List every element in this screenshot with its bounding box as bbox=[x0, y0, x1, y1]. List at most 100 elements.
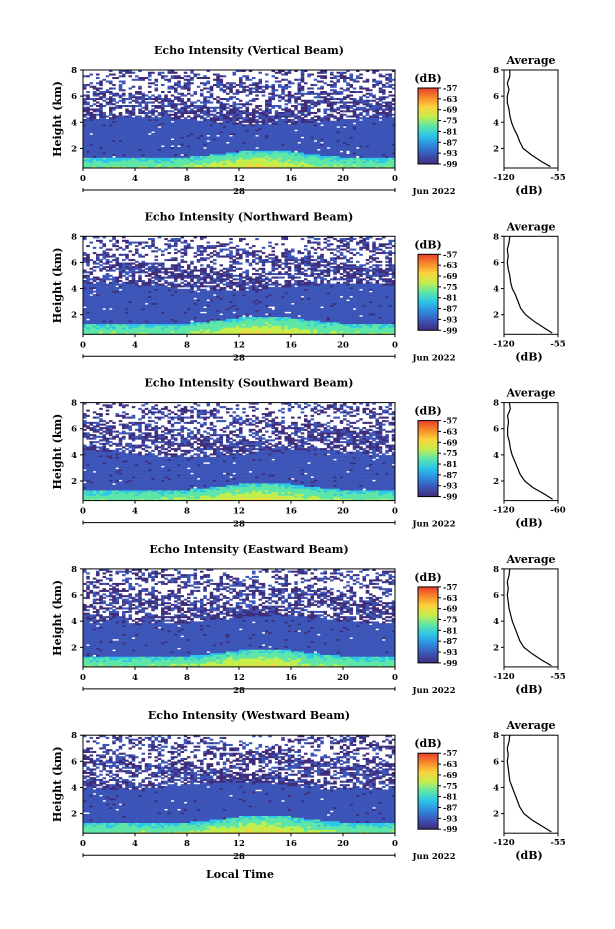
heatmap-cell bbox=[83, 107, 87, 109]
heatmap-cell bbox=[369, 152, 373, 154]
heatmap-cell bbox=[281, 161, 285, 163]
heatmap-cell bbox=[83, 149, 87, 151]
heatmap-cell bbox=[363, 131, 367, 133]
heatmap-cell bbox=[168, 98, 172, 100]
heatmap-cell bbox=[389, 159, 393, 161]
heatmap-cell bbox=[272, 93, 276, 95]
heatmap-cell bbox=[327, 102, 331, 104]
heatmap-cell bbox=[155, 88, 159, 90]
heatmap-cell bbox=[353, 322, 357, 324]
heatmap-cell bbox=[353, 138, 357, 140]
average-title: Average bbox=[505, 54, 555, 67]
heatmap-cell bbox=[333, 131, 337, 133]
heatmap-cell bbox=[93, 103, 97, 105]
heatmap-cell bbox=[298, 130, 302, 132]
heatmap-cell bbox=[298, 82, 302, 84]
heatmap-cell bbox=[275, 317, 279, 319]
heatmap-cell bbox=[343, 319, 347, 321]
heatmap-cell bbox=[356, 161, 360, 163]
heatmap-cells bbox=[83, 70, 395, 168]
heatmap-cell bbox=[103, 329, 107, 331]
heatmap-cell bbox=[268, 119, 272, 121]
heatmap-cell bbox=[112, 124, 116, 126]
heatmap-cell bbox=[135, 142, 139, 144]
heatmap-cell bbox=[158, 158, 162, 160]
heatmap-cell bbox=[181, 98, 185, 100]
heatmap-cell bbox=[294, 137, 298, 139]
heatmap-cell bbox=[142, 96, 146, 98]
heatmap-cell bbox=[177, 117, 181, 119]
heatmap-cell bbox=[161, 152, 165, 154]
heatmap-cell bbox=[239, 137, 243, 139]
heatmap-cell bbox=[207, 327, 211, 329]
heatmap-cell bbox=[389, 105, 393, 107]
heatmap-cell bbox=[223, 319, 227, 321]
heatmap-cell bbox=[262, 114, 266, 116]
heatmap-cell bbox=[122, 98, 126, 100]
heatmap-cell bbox=[116, 152, 120, 154]
heatmap-cell bbox=[317, 117, 321, 119]
heatmap-cell bbox=[99, 151, 103, 153]
heatmap-cell bbox=[285, 110, 289, 112]
heatmap-cell bbox=[356, 135, 360, 137]
heatmap-cell bbox=[220, 319, 224, 321]
heatmap-cell bbox=[376, 109, 380, 111]
heatmap-cell bbox=[148, 145, 152, 147]
heatmap-cell bbox=[252, 84, 256, 86]
heatmap-cell bbox=[369, 326, 373, 328]
heatmap-cell bbox=[246, 331, 250, 333]
heatmap-cell bbox=[291, 114, 295, 116]
heatmap-cell bbox=[200, 93, 204, 95]
heatmap-cell bbox=[265, 128, 269, 130]
heatmap-cell bbox=[200, 102, 204, 104]
heatmap-cell bbox=[333, 77, 337, 79]
heatmap-cell bbox=[171, 123, 175, 125]
heatmap-cell bbox=[236, 319, 240, 321]
heatmap-cell bbox=[262, 135, 266, 137]
heatmap-cell bbox=[171, 154, 175, 156]
heatmap-cell bbox=[255, 124, 259, 126]
heatmap-cell bbox=[301, 163, 305, 165]
heatmap-cell bbox=[330, 156, 334, 158]
heatmap-cell bbox=[223, 117, 227, 119]
heatmap-cell bbox=[379, 81, 383, 83]
heatmap-cell bbox=[138, 131, 142, 133]
heatmap-cell bbox=[340, 137, 344, 139]
heatmap-cell bbox=[197, 317, 201, 319]
heatmap-cell bbox=[301, 103, 305, 105]
heatmap-cell bbox=[317, 326, 321, 328]
heatmap-cell bbox=[363, 126, 367, 128]
heatmap-cell bbox=[203, 159, 207, 161]
heatmap-cell bbox=[83, 156, 87, 158]
heatmap-cell bbox=[333, 161, 337, 163]
heatmap-cell bbox=[340, 105, 344, 107]
heatmap-cell bbox=[168, 131, 172, 133]
heatmap-cell bbox=[109, 130, 113, 132]
heatmap-cell bbox=[197, 320, 201, 322]
heatmap-cell bbox=[298, 140, 302, 142]
heatmap-cell bbox=[145, 77, 149, 79]
heatmap-cell bbox=[174, 144, 178, 146]
heatmap-cell bbox=[168, 123, 172, 125]
heatmap-cell bbox=[103, 326, 107, 328]
heatmap-cell bbox=[207, 119, 211, 121]
heatmap-cell bbox=[223, 165, 227, 167]
heatmap-cell bbox=[369, 124, 373, 126]
heatmap-cell bbox=[177, 331, 181, 333]
heatmap-cell bbox=[382, 142, 386, 144]
heatmap-cell bbox=[285, 88, 289, 90]
heatmap-cell bbox=[129, 121, 133, 123]
heatmap-cell bbox=[337, 158, 341, 160]
heatmap-cell bbox=[281, 326, 285, 328]
heatmap-cell bbox=[298, 322, 302, 324]
heatmap-cell bbox=[213, 121, 217, 123]
heatmap-cell bbox=[246, 119, 250, 121]
heatmap-cell bbox=[281, 149, 285, 151]
heatmap-cell bbox=[288, 138, 292, 140]
heatmap-cell bbox=[229, 149, 233, 151]
heatmap-cell bbox=[366, 147, 370, 149]
heatmap-cell bbox=[93, 93, 97, 95]
heatmap-cell bbox=[314, 317, 318, 319]
heatmap-cell bbox=[288, 163, 292, 165]
heatmap-cell bbox=[288, 322, 292, 324]
